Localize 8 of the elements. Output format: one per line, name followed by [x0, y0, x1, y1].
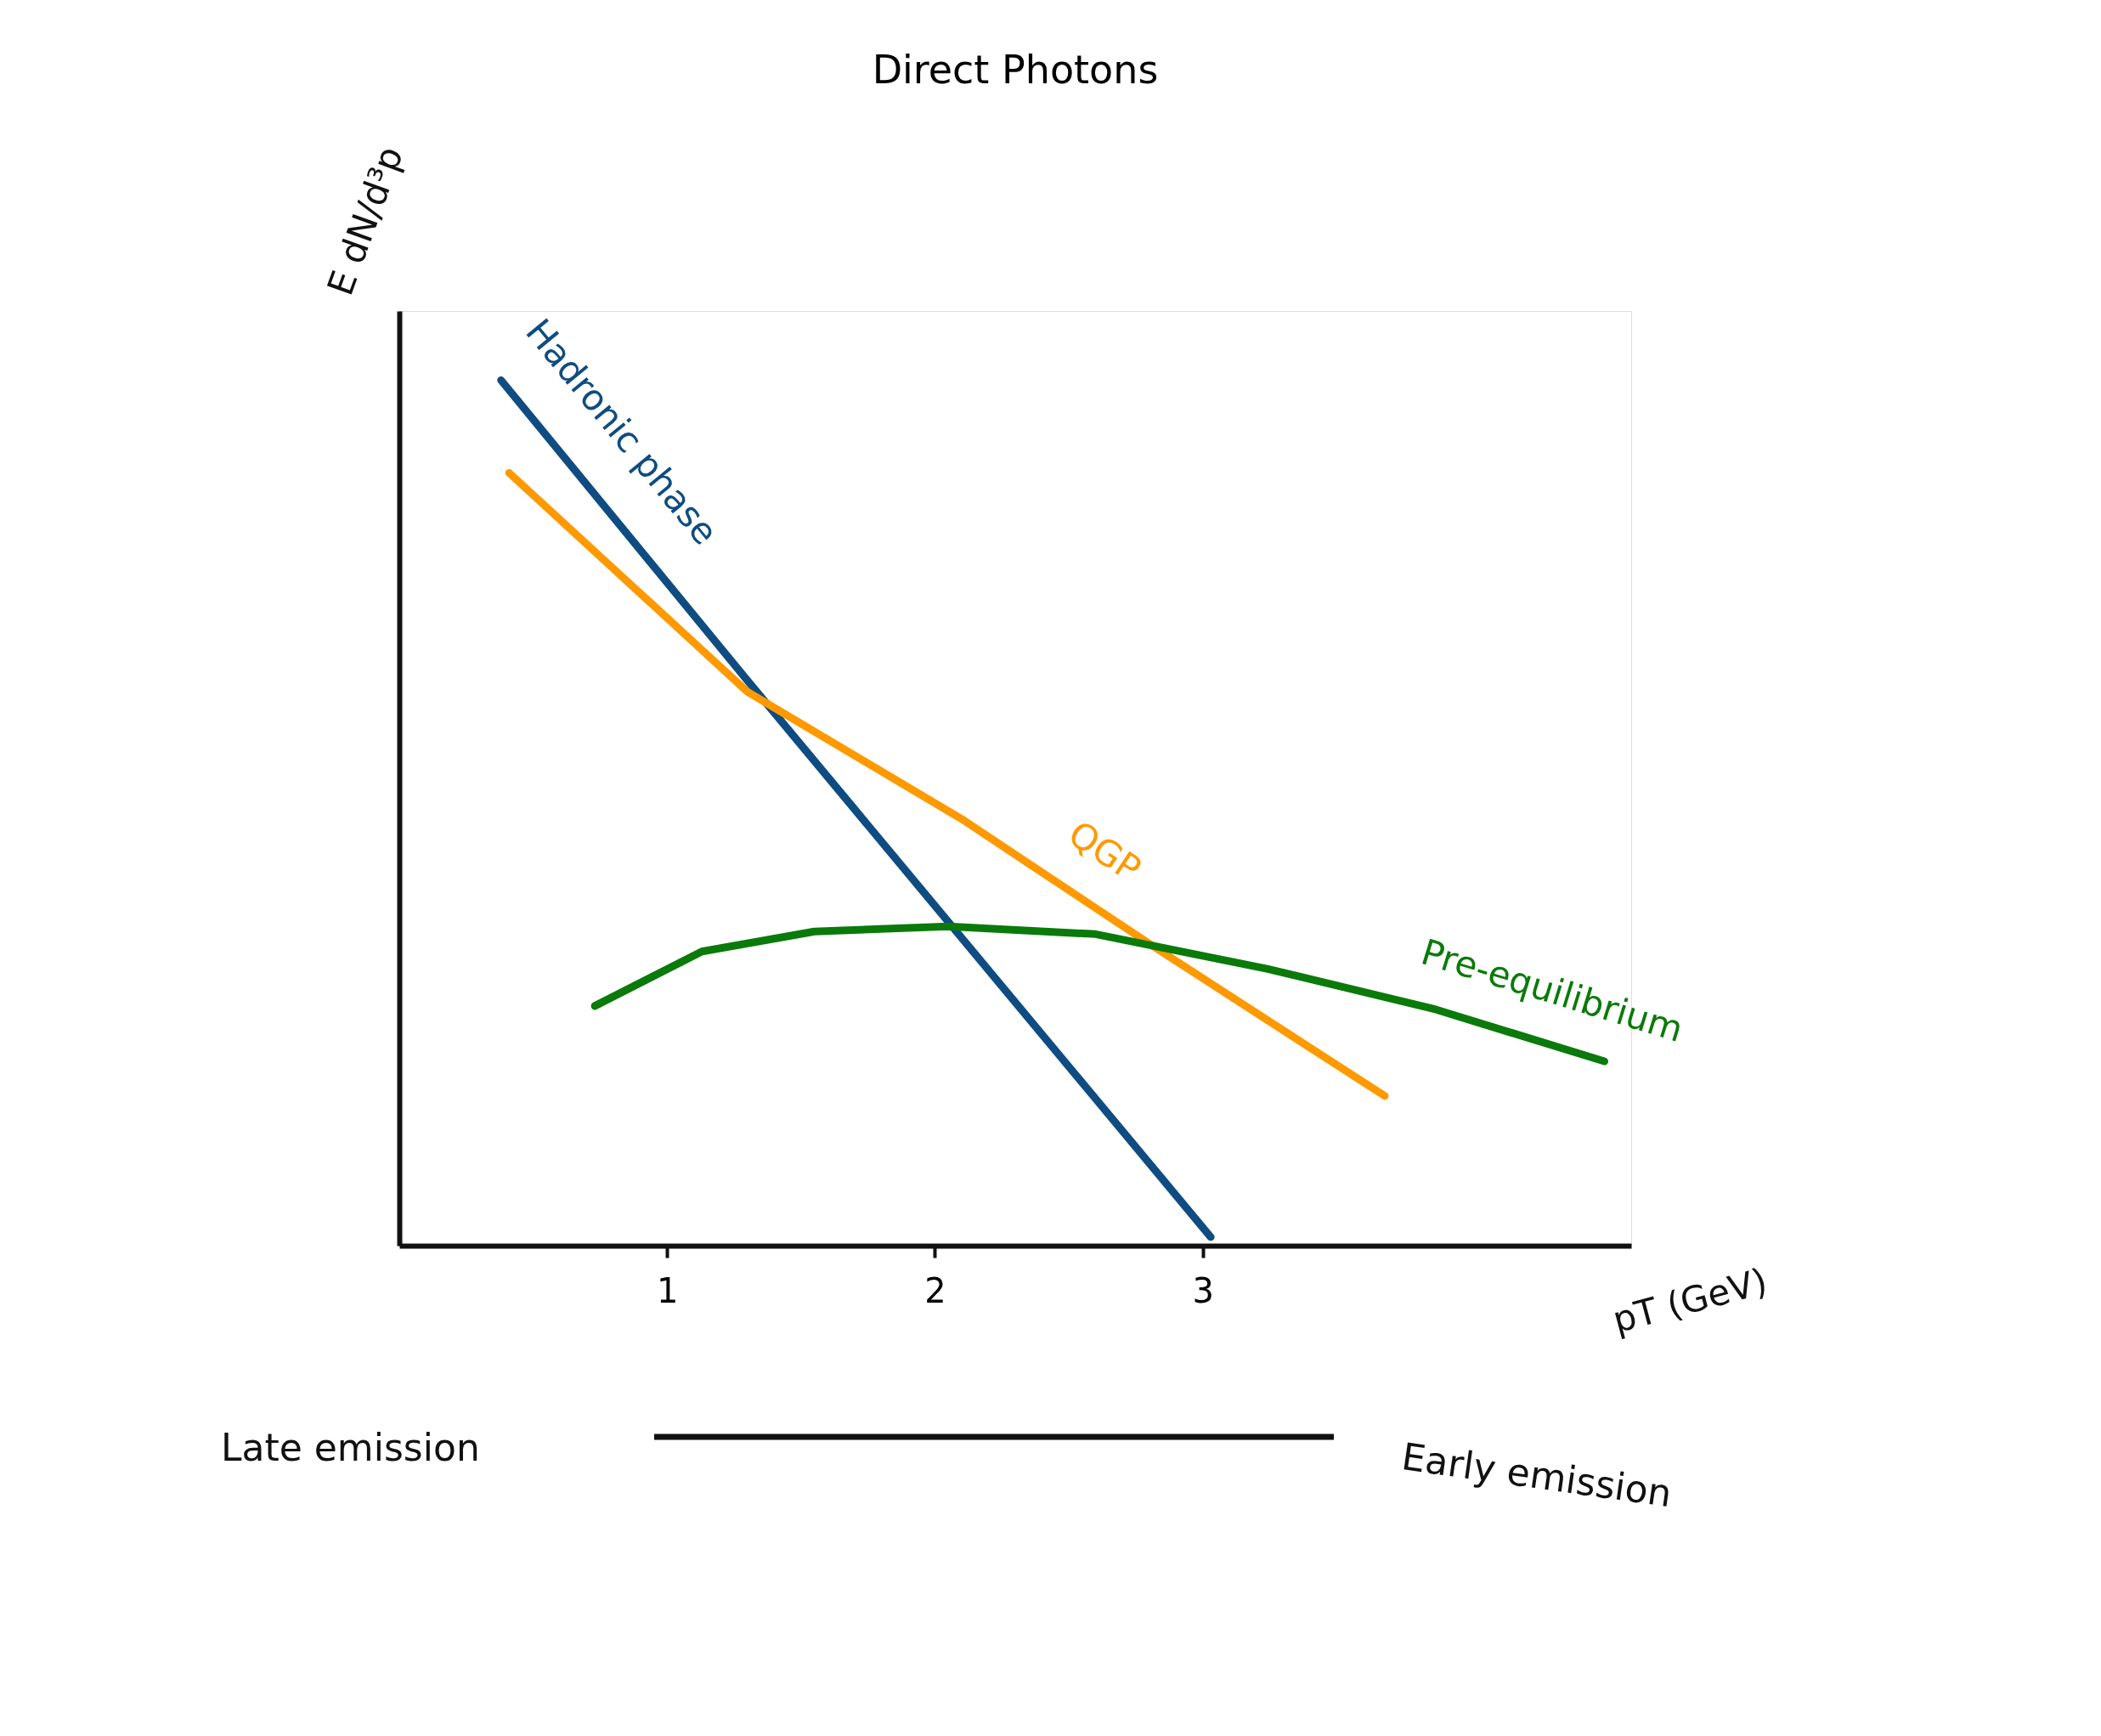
x-tick-label: 2 — [924, 1270, 946, 1310]
x-tick-label: 1 — [656, 1270, 679, 1310]
text: Late emission — [221, 1426, 480, 1469]
text: QGP — [1060, 812, 1149, 891]
x-tick-label: 3 — [1192, 1270, 1214, 1310]
x-axis-title: pT (GeV) — [1608, 1259, 1772, 1342]
text: Early emission — [1398, 1434, 1675, 1516]
chart-title: Direct Photons — [872, 46, 1159, 93]
